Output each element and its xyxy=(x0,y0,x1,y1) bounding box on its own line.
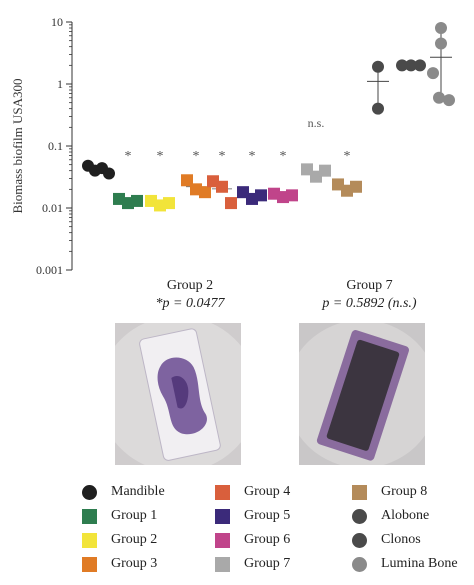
significance-label: * xyxy=(344,149,351,164)
y-tick-label: 0.001 xyxy=(36,263,63,277)
legend-swatch xyxy=(82,508,97,524)
legend-swatch xyxy=(82,556,97,572)
legend-label: Group 1 xyxy=(111,508,158,523)
legend-item: Group 8 xyxy=(352,482,427,502)
significance-label: * xyxy=(125,149,132,164)
data-point-group-4 xyxy=(225,197,237,210)
legend-label: Lumina Bone xyxy=(381,556,458,571)
legend-swatch xyxy=(352,508,367,524)
y-tick-label: 0.01 xyxy=(42,201,63,215)
left-caption-stat: *p = 0.0477 xyxy=(155,296,225,311)
data-point-lumina-bone xyxy=(427,67,439,80)
data-point-group-3 xyxy=(181,174,193,187)
legend-swatch xyxy=(352,532,367,548)
legend-label: Group 2 xyxy=(111,532,158,547)
legend-swatch xyxy=(215,556,230,572)
y-tick-label: 1 xyxy=(57,77,63,91)
legend-swatch xyxy=(215,532,230,548)
legend-label: Group 3 xyxy=(111,556,158,571)
data-point-group-6 xyxy=(286,189,298,202)
legend-label: Group 6 xyxy=(244,532,291,547)
group2-sample-photo xyxy=(115,323,241,465)
significance-label: * xyxy=(280,149,287,164)
y-axis-label: Biomass biofilm USA300 xyxy=(10,78,25,213)
legend-item: Group 5 xyxy=(215,506,290,526)
data-point-group-1 xyxy=(131,194,143,207)
data-point-group-4 xyxy=(216,180,228,193)
data-point-lumina-bone xyxy=(443,94,455,107)
legend-item: Alobone xyxy=(352,506,429,526)
significance-label: * xyxy=(193,149,200,164)
legend-label: Group 4 xyxy=(244,484,291,499)
data-point-clonos xyxy=(405,59,417,72)
left-caption: Group 2 *p = 0.0477 xyxy=(110,277,270,313)
y-tick-label: 0.1 xyxy=(48,139,63,153)
right-caption-title: Group 7 xyxy=(346,278,393,293)
data-point-group-7 xyxy=(319,164,331,177)
legend-item: Group 7 xyxy=(215,554,290,574)
legend-label: Group 5 xyxy=(244,508,291,523)
significance-label: n.s. xyxy=(308,116,325,130)
data-point-group-2 xyxy=(163,197,175,210)
right-caption: Group 7 p = 0.5892 (n.s.) xyxy=(282,277,457,313)
legend-item: Group 2 xyxy=(82,530,157,550)
data-point-alobone xyxy=(372,102,384,115)
legend-item: Group 4 xyxy=(215,482,290,502)
legend-item: Group 1 xyxy=(82,506,157,526)
legend-item: Group 6 xyxy=(215,530,290,550)
significance-label: * xyxy=(219,149,226,164)
data-point-lumina-bone xyxy=(435,37,447,50)
data-point-alobone xyxy=(372,60,384,73)
legend-swatch xyxy=(352,484,367,500)
data-point-group-8 xyxy=(350,180,362,193)
legend-item: Lumina Bone xyxy=(352,554,458,574)
group7-sample-photo xyxy=(299,323,425,465)
y-tick-label: 10 xyxy=(51,15,63,29)
legend-swatch xyxy=(215,484,230,500)
legend-label: Group 8 xyxy=(381,484,428,499)
biofilm-scatter-chart: 0.001 0.01 0.1 1 10 Biomass biofilm USA300 * * *… xyxy=(10,15,455,277)
legend-item: Group 3 xyxy=(82,554,157,574)
legend-label: Clonos xyxy=(381,532,421,547)
data-point-clonos xyxy=(396,59,408,72)
legend-label: Mandible xyxy=(111,484,165,499)
left-caption-title: Group 2 xyxy=(166,278,214,293)
data-point-lumina-bone xyxy=(433,91,445,104)
data-point-group-5 xyxy=(255,189,267,202)
legend-swatch xyxy=(82,484,97,500)
legend-item: Mandible xyxy=(82,482,165,502)
significance-label: * xyxy=(249,149,256,164)
legend-label: Group 7 xyxy=(244,556,291,571)
legend-label: Alobone xyxy=(381,508,430,523)
legend-item: Clonos xyxy=(352,530,421,550)
data-point-mandible xyxy=(103,167,115,180)
chart-legend: Mandible Group 1 Group 2 Group 3 Group 4 Grou… xyxy=(82,482,472,582)
legend-swatch xyxy=(82,532,97,548)
significance-label: * xyxy=(157,149,164,164)
right-caption-stat: p = 0.5892 (n.s.) xyxy=(322,296,417,311)
legend-swatch xyxy=(352,556,367,572)
data-point-group-3 xyxy=(199,186,211,199)
data-point-clonos xyxy=(414,59,426,72)
data-point-lumina-bone xyxy=(435,22,447,35)
legend-swatch xyxy=(215,508,230,524)
